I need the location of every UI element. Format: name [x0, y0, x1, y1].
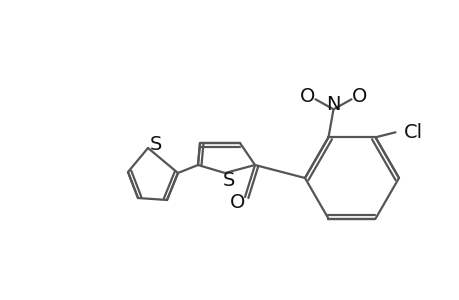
- Text: S: S: [222, 172, 235, 190]
- Text: N: N: [325, 95, 340, 114]
- Text: O: O: [230, 194, 245, 212]
- Text: Cl: Cl: [403, 123, 422, 142]
- Text: O: O: [351, 87, 366, 106]
- Text: S: S: [150, 134, 162, 154]
- Text: O: O: [299, 87, 314, 106]
